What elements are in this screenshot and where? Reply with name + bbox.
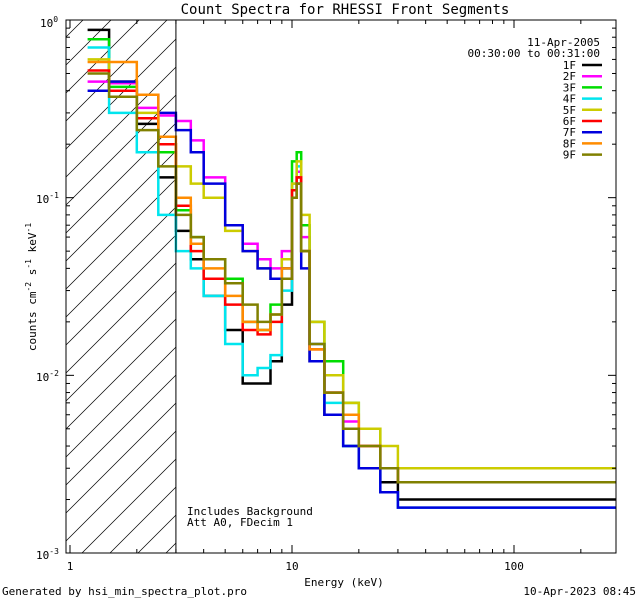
legend-label-2f: 2F — [563, 70, 576, 83]
hatch-line — [66, 262, 176, 374]
hatch-line — [66, 122, 176, 234]
legend-label-7f: 7F — [563, 126, 576, 139]
hatch-line — [66, 206, 176, 318]
y-axis-tick-labels: 100 10-1 10-2 10-3 — [36, 15, 59, 562]
series-line-7f — [87, 80, 616, 509]
hatch-line — [66, 374, 176, 486]
legend-label-5f: 5F — [563, 104, 576, 117]
hatch-line — [66, 66, 176, 178]
hatch-line — [66, 20, 140, 94]
attenuator-note: Att A0, FDecim 1 — [187, 516, 293, 529]
legend-label-4f: 4F — [563, 93, 576, 106]
x-tick-label-10: 10 — [285, 560, 298, 573]
hatch-line — [66, 430, 176, 542]
hatched-region — [0, 0, 640, 553]
chart-title: Count Spectra for RHESSI Front Segments — [181, 2, 510, 18]
plot-date-footer: 10-Apr-2023 08:45 — [523, 585, 636, 598]
y-axis-label: counts cm-2 s-1 keV-1 — [24, 223, 39, 351]
hatch-line — [66, 20, 168, 122]
y-tick-label-0-01: 10-2 — [36, 369, 59, 384]
legend-label-9f: 9F — [563, 149, 576, 162]
hatch-line — [66, 402, 176, 514]
legend-label-3f: 3F — [563, 81, 576, 94]
x-tick-label-100: 100 — [504, 560, 524, 573]
legend-label-6f: 6F — [563, 115, 576, 128]
hatch-line — [66, 150, 176, 262]
hatch-line — [66, 20, 112, 66]
x-tick-label-1: 1 — [67, 560, 74, 573]
axis-ticks — [66, 20, 616, 554]
hatch-line — [81, 458, 176, 553]
time-range: 00:30:00 to 00:31:00 — [468, 47, 600, 60]
hatch-line — [66, 290, 176, 402]
legend-label-1f: 1F — [563, 59, 576, 72]
series-line-2f — [87, 80, 616, 484]
y-tick-label-0-001: 10-3 — [36, 547, 59, 562]
hatch-line — [222, 0, 640, 553]
y-tick-label-1: 100 — [40, 15, 58, 30]
plot-frame — [65, 19, 617, 554]
spectra-series-group — [87, 28, 616, 509]
x-axis-label: Energy (keV) — [304, 576, 383, 589]
series-line-9f — [87, 72, 616, 484]
hatch-line — [66, 38, 176, 150]
x-axis-tick-labels: 1 10 100 — [67, 560, 524, 573]
hatch-line — [66, 234, 176, 346]
hatch-line — [109, 486, 176, 553]
hatch-line — [0, 0, 94, 553]
series-line-5f — [87, 58, 616, 470]
generated-by-footer: Generated by hsi_min_spectra_plot.pro — [2, 585, 247, 598]
hatch-line — [66, 178, 176, 290]
observation-date: 11-Apr-2005 — [527, 36, 600, 49]
hatch-line — [66, 346, 176, 458]
legend-label-8f: 8F — [563, 137, 576, 150]
includes-background-note: Includes Background — [187, 505, 313, 518]
y-tick-label-0-1: 10-1 — [36, 191, 59, 206]
